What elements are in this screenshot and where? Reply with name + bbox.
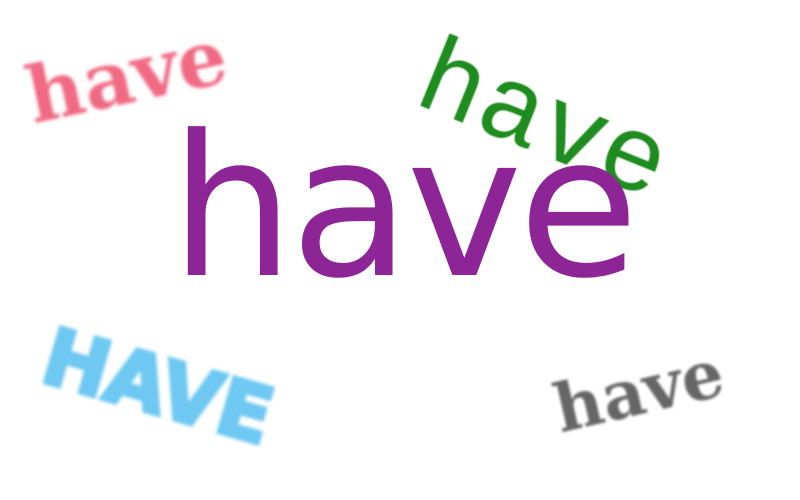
word-center: have xyxy=(170,94,639,322)
word-bottom-left: HAVE xyxy=(31,310,285,465)
word-bottom-right: have xyxy=(546,333,731,449)
